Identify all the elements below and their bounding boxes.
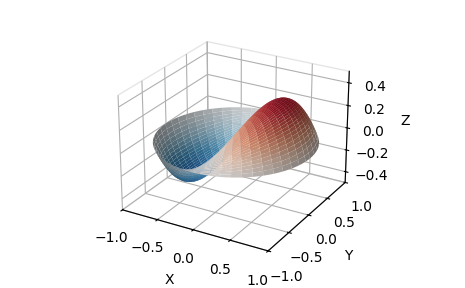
Y-axis label: Y: Y	[344, 249, 352, 263]
X-axis label: X: X	[165, 273, 174, 287]
